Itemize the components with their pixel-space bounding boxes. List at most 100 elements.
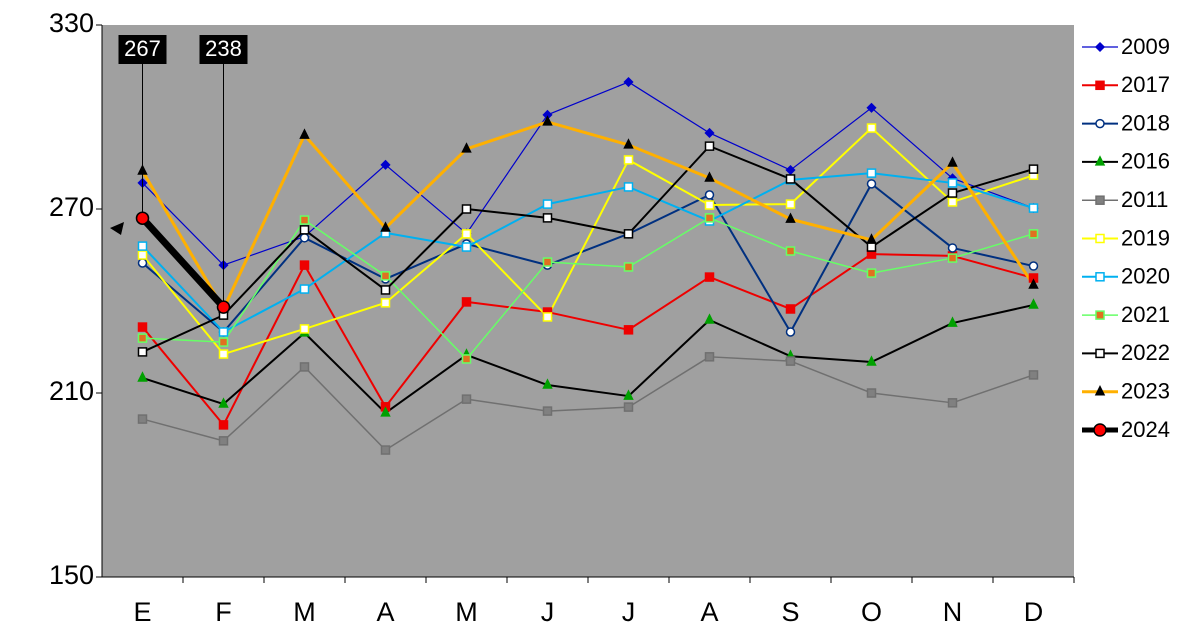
legend-label: 2024 — [1121, 417, 1170, 442]
marker — [461, 354, 472, 364]
y-tick-label: 150 — [49, 560, 94, 590]
data-label: 238 — [205, 36, 242, 61]
marker — [218, 420, 229, 430]
marker — [785, 356, 796, 366]
x-tick-label: J — [622, 597, 636, 627]
marker — [218, 327, 229, 337]
marker — [137, 322, 148, 332]
series-line — [141, 127, 1034, 356]
marker — [299, 362, 310, 372]
marker — [1028, 229, 1039, 239]
legend-label: 2009 — [1121, 34, 1170, 59]
marker — [1095, 348, 1105, 359]
marker — [1095, 233, 1105, 244]
y-tick-label: 270 — [49, 192, 94, 222]
series-line — [142, 217, 1034, 360]
marker — [623, 155, 634, 165]
marker — [461, 394, 472, 404]
marker — [947, 178, 958, 188]
marker — [1028, 203, 1039, 213]
marker — [623, 325, 634, 335]
marker — [785, 246, 796, 256]
marker — [785, 199, 796, 209]
marker — [866, 388, 877, 398]
x-tick-label: F — [215, 597, 232, 627]
marker — [623, 182, 634, 192]
marker — [218, 397, 229, 408]
x-tick-label: J — [541, 597, 555, 627]
x-tick-label: M — [293, 597, 316, 627]
marker — [137, 241, 148, 251]
marker — [866, 123, 877, 133]
legend-label: 2011 — [1121, 187, 1168, 212]
marker — [623, 229, 634, 239]
marker — [461, 142, 472, 153]
marker — [461, 229, 472, 239]
marker — [380, 285, 391, 295]
marker — [299, 284, 310, 294]
series-line — [142, 356, 1034, 451]
marker — [137, 347, 148, 357]
plot-area — [102, 25, 1074, 577]
y-tick-label: 330 — [49, 8, 94, 38]
marker — [1094, 41, 1106, 53]
marker — [866, 268, 877, 278]
marker — [623, 76, 634, 88]
marker — [947, 188, 958, 198]
marker — [866, 168, 877, 178]
y-tick-label: 210 — [49, 376, 94, 406]
marker — [299, 324, 310, 334]
marker — [380, 221, 391, 232]
series-line — [142, 145, 1034, 353]
marker — [947, 316, 958, 327]
marker — [299, 215, 310, 225]
marker — [216, 300, 231, 314]
legend-label: 2019 — [1121, 225, 1170, 250]
legend-label: 2020 — [1121, 264, 1170, 289]
series-line — [142, 304, 1034, 414]
x-tick-label: D — [1024, 597, 1044, 627]
marker — [785, 327, 796, 337]
marker — [704, 171, 715, 182]
x-tick-label: O — [861, 597, 882, 627]
legend-label: 2022 — [1121, 340, 1170, 365]
series-line — [141, 172, 1034, 333]
marker — [1028, 164, 1039, 174]
marker — [218, 436, 229, 446]
marker — [785, 212, 796, 223]
marker — [866, 179, 877, 189]
data-label: 267 — [124, 36, 161, 61]
marker — [704, 141, 715, 151]
marker — [542, 312, 553, 322]
marker — [1028, 261, 1039, 271]
marker — [542, 378, 553, 389]
marker — [380, 406, 391, 417]
marker — [704, 352, 715, 362]
marker — [542, 406, 553, 416]
series-line — [141, 120, 1035, 311]
series-line — [139, 215, 227, 310]
marker — [947, 243, 958, 253]
marker — [137, 333, 148, 343]
marker — [137, 414, 148, 424]
series-line — [141, 182, 1034, 333]
marker — [137, 371, 148, 382]
marker — [1095, 195, 1105, 205]
marker — [542, 199, 553, 209]
marker — [299, 233, 310, 243]
marker — [866, 102, 877, 113]
marker — [137, 258, 148, 268]
marker — [1028, 370, 1039, 380]
marker — [1095, 272, 1105, 282]
marker — [947, 253, 958, 263]
series-line — [141, 253, 1034, 426]
marker — [704, 272, 715, 282]
marker — [866, 242, 877, 252]
marker — [623, 138, 634, 149]
marker — [785, 164, 796, 176]
marker — [785, 304, 796, 314]
marker — [866, 233, 877, 244]
marker — [137, 250, 148, 260]
marker — [704, 213, 715, 223]
